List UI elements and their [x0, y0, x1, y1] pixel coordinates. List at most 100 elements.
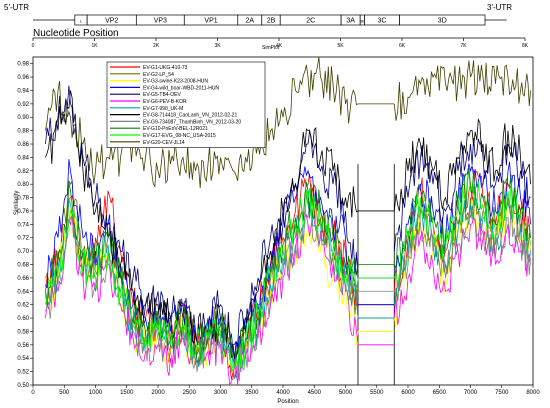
- segment-label-3: VP3: [154, 18, 167, 25]
- ruler-tick-label-4: 4K: [276, 43, 283, 49]
- series-line-11-left: [45, 57, 359, 189]
- ruler-tick-label-5: 5K: [337, 43, 344, 49]
- series-line-9-right: [393, 168, 531, 269]
- x-tick-label-1: 500: [59, 390, 70, 396]
- y-tick-label-8: 0.66: [17, 276, 29, 282]
- x-axis-title: Position: [277, 399, 298, 405]
- ruler-tick-label-2: 2K: [153, 43, 160, 49]
- legend-label-0: EV-G1-UKG-410-73: [143, 65, 188, 71]
- y-tick-label-18: 0.86: [17, 142, 29, 148]
- legend-box: [106, 61, 266, 148]
- ruler-tick-label-7: 7K: [460, 43, 467, 49]
- y-tick-label-21: 0.92: [17, 102, 29, 108]
- ruler-tick-label-0: 0: [32, 43, 35, 49]
- y-tick-label-19: 0.88: [17, 129, 29, 135]
- legend-label-11: EV-G20-CEV-JL14: [143, 140, 185, 146]
- legend-label-10: EV-G17-EVG_08-NC_USA-2015: [143, 133, 216, 139]
- y-tick-label-24: 0.98: [17, 62, 29, 68]
- x-tick-label-0: 0: [31, 390, 35, 396]
- x-tick-label-12: 6000: [401, 390, 415, 396]
- y-tick-label-4: 0.58: [17, 329, 29, 335]
- series-line-10-left: [45, 187, 359, 373]
- segment-label-6: 2B: [267, 18, 276, 25]
- legend-label-5: EV-G6-PEV-B-KOR: [143, 99, 187, 105]
- series-line-11-right: [393, 60, 531, 121]
- y-axis-title: Similarity: [14, 191, 20, 215]
- segment-label-8: 3A: [346, 18, 355, 25]
- legend-label-8: EV-G9-734087_ThanhBinh_VN_2012-03-20: [143, 119, 241, 125]
- x-tick-label-14: 7000: [464, 390, 478, 396]
- y-tick-label-1: 0.52: [17, 370, 29, 376]
- series-line-8-left: [45, 201, 359, 381]
- series-lines: [45, 57, 531, 386]
- x-tick-label-3: 1500: [120, 390, 134, 396]
- y-tick-label-5: 0.60: [17, 316, 29, 322]
- y-tick-label-13: 0.76: [17, 209, 29, 215]
- y-tick-label-0: 0.50: [17, 383, 29, 389]
- segment-label-2: VP2: [105, 18, 118, 25]
- y-tick-label-20: 0.90: [17, 115, 29, 121]
- segment-label-9: 3B: [360, 19, 365, 24]
- x-tick-label-4: 2000: [151, 390, 165, 396]
- series-line-0-right: [393, 170, 531, 294]
- legend-label-2: EV-G3-swine-K23-2008-HUN: [143, 79, 208, 85]
- y-tick-label-15: 0.80: [17, 182, 29, 188]
- y-tick-label-6: 0.62: [17, 303, 29, 309]
- similarity-plot: 0.50 0.52 0.54 0.56 0.58 0.60 0.62 0.64 0.66 0.68…: [14, 56, 540, 405]
- y-tick-label-14: 0.78: [17, 196, 29, 202]
- legend-label-1: EV-G2-LP_54: [143, 72, 174, 78]
- segment-label-7: 2C: [306, 18, 315, 25]
- y-axis-ticks: 0.50 0.52 0.54 0.56 0.58 0.60 0.62 0.64 0.66 0.68…: [17, 62, 33, 389]
- y-tick-label-16: 0.82: [17, 169, 29, 175]
- utr5-label: 5'-UTR: [4, 3, 29, 12]
- x-axis-ticks: 0 500 1000 1500 2000 2500 3000 3500 4000 4500 5000…: [31, 385, 540, 396]
- segment-label-5: 2A: [246, 18, 255, 25]
- segment-label-11: 3D: [438, 18, 447, 25]
- y-tick-label-17: 0.84: [17, 155, 29, 161]
- series-line-5-right: [393, 215, 531, 325]
- x-tick-label-10: 5000: [339, 390, 353, 396]
- genome-map: 5'-UTR 3'-UTR L VP2 VP3 VP1 2A 2B 2C 3A 3B 3C 3D N…: [4, 3, 529, 51]
- ruler-tick-label-3: 3K: [214, 43, 221, 49]
- x-tick-label-13: 6500: [433, 390, 447, 396]
- ruler-tick-label-6: 6K: [399, 43, 406, 49]
- nucleotide-ruler: 0 1K 2K 3K 4K 5K 6K 7K 8K: [32, 37, 529, 49]
- series-line-7-right: [393, 117, 531, 212]
- x-tick-label-6: 3000: [214, 390, 228, 396]
- legend-label-7: EV-G8-714418_CaoLanh_VN_2012-02-21: [143, 113, 237, 119]
- x-tick-label-8: 4000: [276, 390, 290, 396]
- series-line-4-right: [393, 138, 531, 252]
- legend-label-3: EV-G4-wild_boar-WBD-2011-HUN: [143, 85, 219, 91]
- series-line-9-left: [45, 182, 359, 365]
- y-tick-label-12: 0.74: [17, 222, 29, 228]
- segment-label-4: VP1: [204, 18, 217, 25]
- y-tick-label-2: 0.54: [17, 356, 29, 362]
- y-tick-label-9: 0.68: [17, 263, 29, 269]
- y-tick-label-23: 0.96: [17, 75, 29, 81]
- series-line-10-right: [393, 174, 531, 285]
- genome-segments: L VP2 VP3 VP1 2A 2B 2C 3A 3B 3C 3D: [33, 14, 507, 26]
- nucleotide-position-label: Nucleotide Position: [33, 28, 119, 39]
- legend-label-9: EV-G10-PoEnV-BEL-12R021: [143, 126, 208, 132]
- segment-label-1: L: [80, 19, 83, 24]
- x-tick-label-5: 2500: [183, 390, 197, 396]
- legend-label-6: EV-G7-990_UK-M: [143, 106, 183, 112]
- x-tick-label-9: 4500: [308, 390, 322, 396]
- simplot-label: SimPlot: [262, 45, 280, 51]
- y-tick-label-10: 0.70: [17, 249, 29, 255]
- y-tick-label-3: 0.56: [17, 343, 29, 349]
- y-tick-label-11: 0.72: [17, 236, 29, 242]
- ruler-tick-label-1: 1K: [91, 43, 98, 49]
- y-tick-label-7: 0.64: [17, 289, 29, 295]
- legend: EV-G1-UKG-410-73EV-G2-LP_54EV-G3-swine-K…: [106, 61, 266, 148]
- x-tick-label-16: 8000: [526, 390, 540, 396]
- legend-label-4: EV-G5-TB4-OEV: [143, 92, 181, 98]
- segment-label-10: 3C: [378, 18, 387, 25]
- y-tick-label-22: 0.94: [17, 88, 29, 94]
- x-tick-label-2: 1000: [89, 390, 103, 396]
- x-tick-label-7: 3500: [245, 390, 259, 396]
- x-tick-label-15: 7500: [495, 390, 509, 396]
- x-tick-label-11: 5500: [370, 390, 384, 396]
- utr3-label: 3'-UTR: [487, 3, 512, 12]
